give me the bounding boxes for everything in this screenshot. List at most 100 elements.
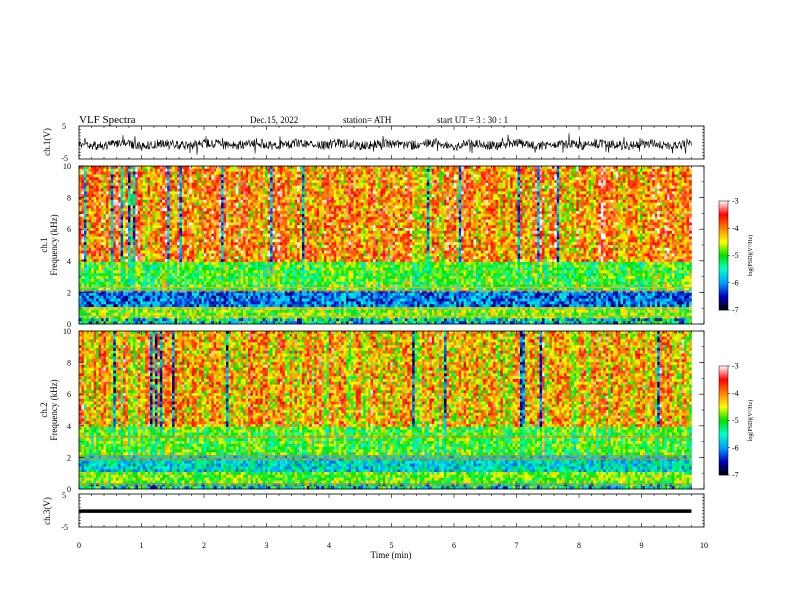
ch1-spectrogram-cell [542, 199, 545, 203]
ch1-spectrogram-cell [387, 174, 391, 178]
ch1-spectrogram-cell [267, 213, 271, 218]
ch1-spectrogram-cell [515, 205, 518, 209]
ch1-spectrogram-cell [211, 219, 215, 223]
ch1-spectrogram-cell [152, 219, 156, 223]
ch1-spectrogram-cell [583, 185, 587, 189]
ch1-spectrogram-cell [179, 194, 183, 198]
ch1-spectrogram-cell [113, 213, 117, 218]
ch1-spectrogram-cell [588, 168, 592, 172]
ch1-spectrogram-cell [230, 216, 234, 220]
ch1-spectrogram-cell [83, 182, 87, 187]
ch1-spectrogram-cell [466, 166, 469, 170]
ch1-spectrogram-cell [505, 174, 509, 178]
ch1-spectrogram-cell [500, 191, 504, 195]
ch1-spectrogram-cell [436, 197, 440, 201]
ch1-spectrogram-cell [620, 185, 624, 189]
ch1-spectrogram-cell [659, 166, 663, 170]
ch1-spectrogram-cell [326, 177, 330, 181]
ch1-spectrogram-cell [130, 211, 134, 215]
ch1-spectrogram-cell [228, 188, 232, 192]
ch1-spectrogram-cell [375, 202, 379, 206]
ch1-spectrogram-cell [490, 197, 494, 201]
ch1-spectrogram-cell [289, 213, 293, 218]
ch1-spectrogram-cell [556, 188, 560, 192]
ch1-spectrogram-cell [515, 194, 518, 198]
ch1-spectrogram-cell [360, 211, 364, 215]
ch1-spectrogram-cell [419, 191, 423, 195]
ch1-spectrogram-cell [644, 216, 648, 220]
ch1-spectrogram-cell [505, 191, 509, 195]
ch1-spectrogram-cell [615, 168, 619, 172]
ch1-spectrogram-cell [336, 208, 339, 212]
ch1-spectrogram-cell [189, 185, 192, 189]
ch1-spectrogram-cell [368, 171, 371, 175]
ch1-spectrogram-cell [627, 168, 631, 172]
ch1-spectrogram-cell [399, 182, 403, 187]
ch1-spectrogram-cell [218, 194, 222, 198]
ch1-spectrogram-cell [103, 219, 107, 223]
ch1-spectrogram-cell [456, 191, 460, 195]
ch1-spectrogram-cell [174, 171, 178, 175]
ch1-spectrogram-cell [328, 177, 332, 181]
ch1-spectrogram-cell [336, 171, 339, 175]
ch1-spectrogram-cell [471, 168, 474, 172]
ch1-spectrogram-cell [324, 171, 327, 175]
ch1-spectrogram-cell [439, 208, 442, 212]
ch1-spectrogram-cell [382, 185, 386, 189]
ch1-spectrogram-cell [279, 182, 283, 187]
ch1-spectrogram-cell [664, 174, 668, 178]
ch1-spectrogram-cell [382, 213, 386, 218]
ch1-spectrogram-cell [105, 191, 109, 195]
ch1-spectrogram-cell [363, 185, 366, 189]
ch1-spectrogram-cell [667, 202, 670, 206]
ch1-spectrogram-cell [505, 197, 509, 201]
ch1-spectrogram-cell [199, 194, 202, 198]
ch1-spectrogram-cell [348, 216, 352, 220]
ch1-spectrogram-cell [252, 208, 256, 212]
ch1-spectrogram-cell [292, 171, 295, 175]
ch1-spectrogram-cell [348, 191, 352, 195]
ch1-spectrogram-cell [186, 208, 190, 212]
figure-station: station= ATH [343, 115, 392, 125]
ch1-spectrogram-cell [83, 211, 87, 215]
ch1-spectrogram-cell [610, 202, 614, 206]
ch1-spectrogram-cell [284, 194, 288, 198]
ch1-spectrogram-cell [505, 208, 509, 212]
ch1-spectrogram-cell [128, 180, 131, 184]
ch1-spectrogram-cell [559, 182, 562, 187]
ch1-spectrogram-cell [397, 185, 401, 189]
ch1-spectrogram-cell [167, 166, 170, 170]
ch1-spectrogram-cell [216, 205, 219, 209]
ch1-spectrogram-cell [174, 191, 178, 195]
ch1-spectrogram-cell [164, 216, 168, 220]
ch1-spectrogram-cell [272, 213, 276, 218]
ch1-spectrogram-cell [662, 205, 665, 209]
ch1-spectrogram-cell [301, 166, 305, 170]
ch1-spectrogram-cell [159, 194, 163, 198]
ch1-spectrogram-cell [267, 202, 271, 206]
ch1-spectrogram-cell [262, 180, 266, 184]
ch1-spectrogram-cell [152, 197, 156, 201]
ch1-spectrogram-cell [407, 197, 411, 201]
ch1-spectrogram-cell [610, 166, 614, 170]
ch1-spectrogram-cell [473, 211, 477, 215]
ch1-spectrogram-cell [123, 205, 126, 209]
ch1-spectrogram-cell [620, 191, 624, 195]
ch1-spectrogram-cell [152, 188, 156, 192]
ch1-spectrogram-cell [532, 213, 535, 218]
ch1-spectrogram-cell [659, 202, 663, 206]
ch1-spectrogram-cell [287, 168, 290, 172]
ch1-spectrogram-cell [265, 197, 268, 201]
ch1-spectrogram-cell [101, 182, 104, 187]
ch1-spectrogram-cell [321, 180, 325, 184]
ch1-spectrogram-cell [422, 202, 425, 206]
ch1-spectrogram-cell [294, 211, 298, 215]
ch1-spectrogram-cell [174, 205, 178, 209]
ch1-spectrogram-cell [505, 188, 509, 192]
ch1-spectrogram-cell [348, 171, 352, 175]
ch1-spectrogram-cell [113, 197, 117, 201]
ch1-spectrogram-cell [635, 202, 638, 206]
ch1-spectrogram-cell [103, 191, 107, 195]
ch1-spectrogram-cell [194, 168, 197, 172]
ch1-spectrogram-cell [238, 174, 241, 178]
